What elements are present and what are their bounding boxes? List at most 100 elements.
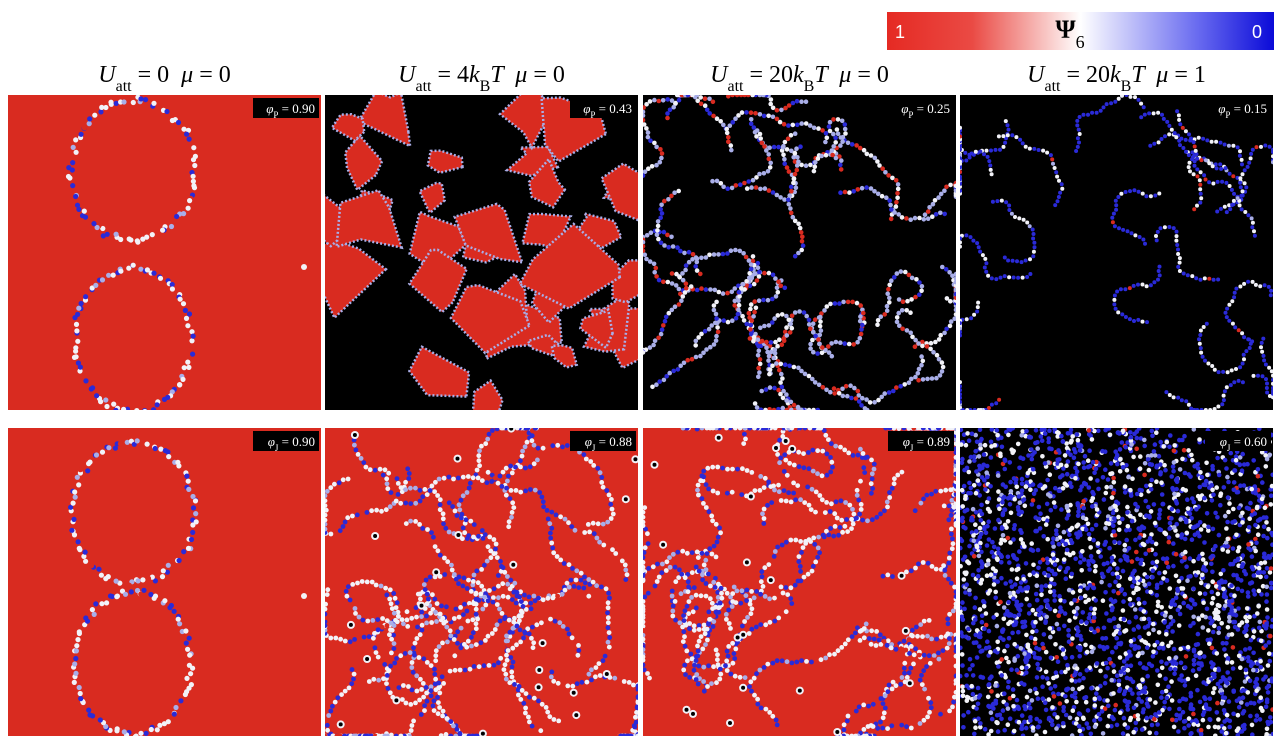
particle xyxy=(758,622,763,627)
particle xyxy=(1262,358,1266,362)
particle xyxy=(1095,111,1099,115)
particle xyxy=(1044,650,1049,655)
particle xyxy=(706,622,711,627)
vacancy-core xyxy=(624,497,628,501)
particle xyxy=(758,488,763,493)
particle xyxy=(396,492,401,497)
particle xyxy=(847,503,852,508)
particle xyxy=(958,144,962,148)
particle xyxy=(878,720,883,725)
particle xyxy=(1178,261,1182,265)
particle xyxy=(526,715,531,720)
text-run: μ xyxy=(838,62,851,88)
text-run: att xyxy=(415,78,432,95)
particle xyxy=(582,530,587,535)
particle xyxy=(641,350,646,355)
particle xyxy=(987,159,991,163)
particle xyxy=(373,468,378,473)
particle xyxy=(442,572,447,577)
particle xyxy=(449,563,454,568)
particle xyxy=(390,606,395,611)
particle xyxy=(839,158,844,163)
particle xyxy=(350,582,355,587)
particle xyxy=(1198,201,1202,205)
particle xyxy=(965,431,970,436)
particle xyxy=(918,721,923,726)
colorbar-min-label: 0 xyxy=(1252,22,1262,42)
particle xyxy=(648,345,653,350)
particle xyxy=(855,483,860,488)
particle xyxy=(784,392,789,397)
particle xyxy=(515,590,520,595)
particle xyxy=(681,426,686,431)
particle xyxy=(474,602,479,607)
particle xyxy=(784,314,789,319)
particle xyxy=(423,587,428,592)
particle xyxy=(779,585,784,590)
particle xyxy=(846,451,851,456)
particle xyxy=(790,426,795,431)
particle xyxy=(1008,480,1013,485)
particle xyxy=(90,607,95,612)
particle xyxy=(1042,632,1047,637)
particle xyxy=(398,653,403,658)
particle xyxy=(851,522,856,527)
particle xyxy=(850,142,855,147)
particle xyxy=(802,465,807,470)
particle xyxy=(843,524,848,529)
particle xyxy=(1037,148,1041,152)
particle xyxy=(155,402,160,407)
particle xyxy=(176,617,181,622)
particle xyxy=(509,515,514,520)
particle xyxy=(977,408,981,412)
particle xyxy=(480,607,485,612)
particle xyxy=(818,511,823,516)
particle xyxy=(954,497,959,502)
particle xyxy=(532,461,537,466)
particle xyxy=(546,596,551,601)
particle xyxy=(1186,448,1191,453)
particle xyxy=(916,341,921,346)
particle xyxy=(772,316,777,321)
particle xyxy=(766,562,771,567)
particle xyxy=(792,463,797,468)
particle xyxy=(452,637,457,642)
particle xyxy=(412,653,417,658)
particle xyxy=(1267,640,1272,645)
particle xyxy=(507,680,512,685)
particle xyxy=(508,630,513,635)
figure: 1 0 Ψ6 Uatt = 0 μ = 0Uatt = 4kBT μ = 0Ua… xyxy=(0,0,1274,736)
particle xyxy=(1242,282,1246,286)
particle xyxy=(744,598,749,603)
particle xyxy=(656,224,661,229)
particle xyxy=(495,555,500,560)
particle xyxy=(169,224,174,229)
particle xyxy=(99,601,104,606)
particle xyxy=(1078,115,1082,119)
particle xyxy=(1242,357,1246,361)
particle xyxy=(74,328,79,333)
particle xyxy=(532,594,537,599)
particle xyxy=(943,711,948,716)
particle xyxy=(1268,659,1273,664)
particle xyxy=(924,493,929,498)
particle xyxy=(502,570,507,575)
particle xyxy=(1030,457,1035,462)
particle xyxy=(418,677,423,682)
particle xyxy=(1216,631,1221,636)
particle xyxy=(453,668,458,673)
particle xyxy=(660,327,665,332)
particle xyxy=(714,334,719,339)
particle xyxy=(506,648,511,653)
particle xyxy=(764,387,769,392)
particle xyxy=(1143,113,1147,117)
particle xyxy=(896,311,901,316)
particle xyxy=(1176,396,1180,400)
particle xyxy=(976,301,980,305)
particle xyxy=(422,582,427,587)
particle xyxy=(1131,455,1136,460)
particle xyxy=(687,250,692,255)
particle xyxy=(641,599,646,604)
particle xyxy=(1233,291,1237,295)
particle xyxy=(118,441,123,446)
